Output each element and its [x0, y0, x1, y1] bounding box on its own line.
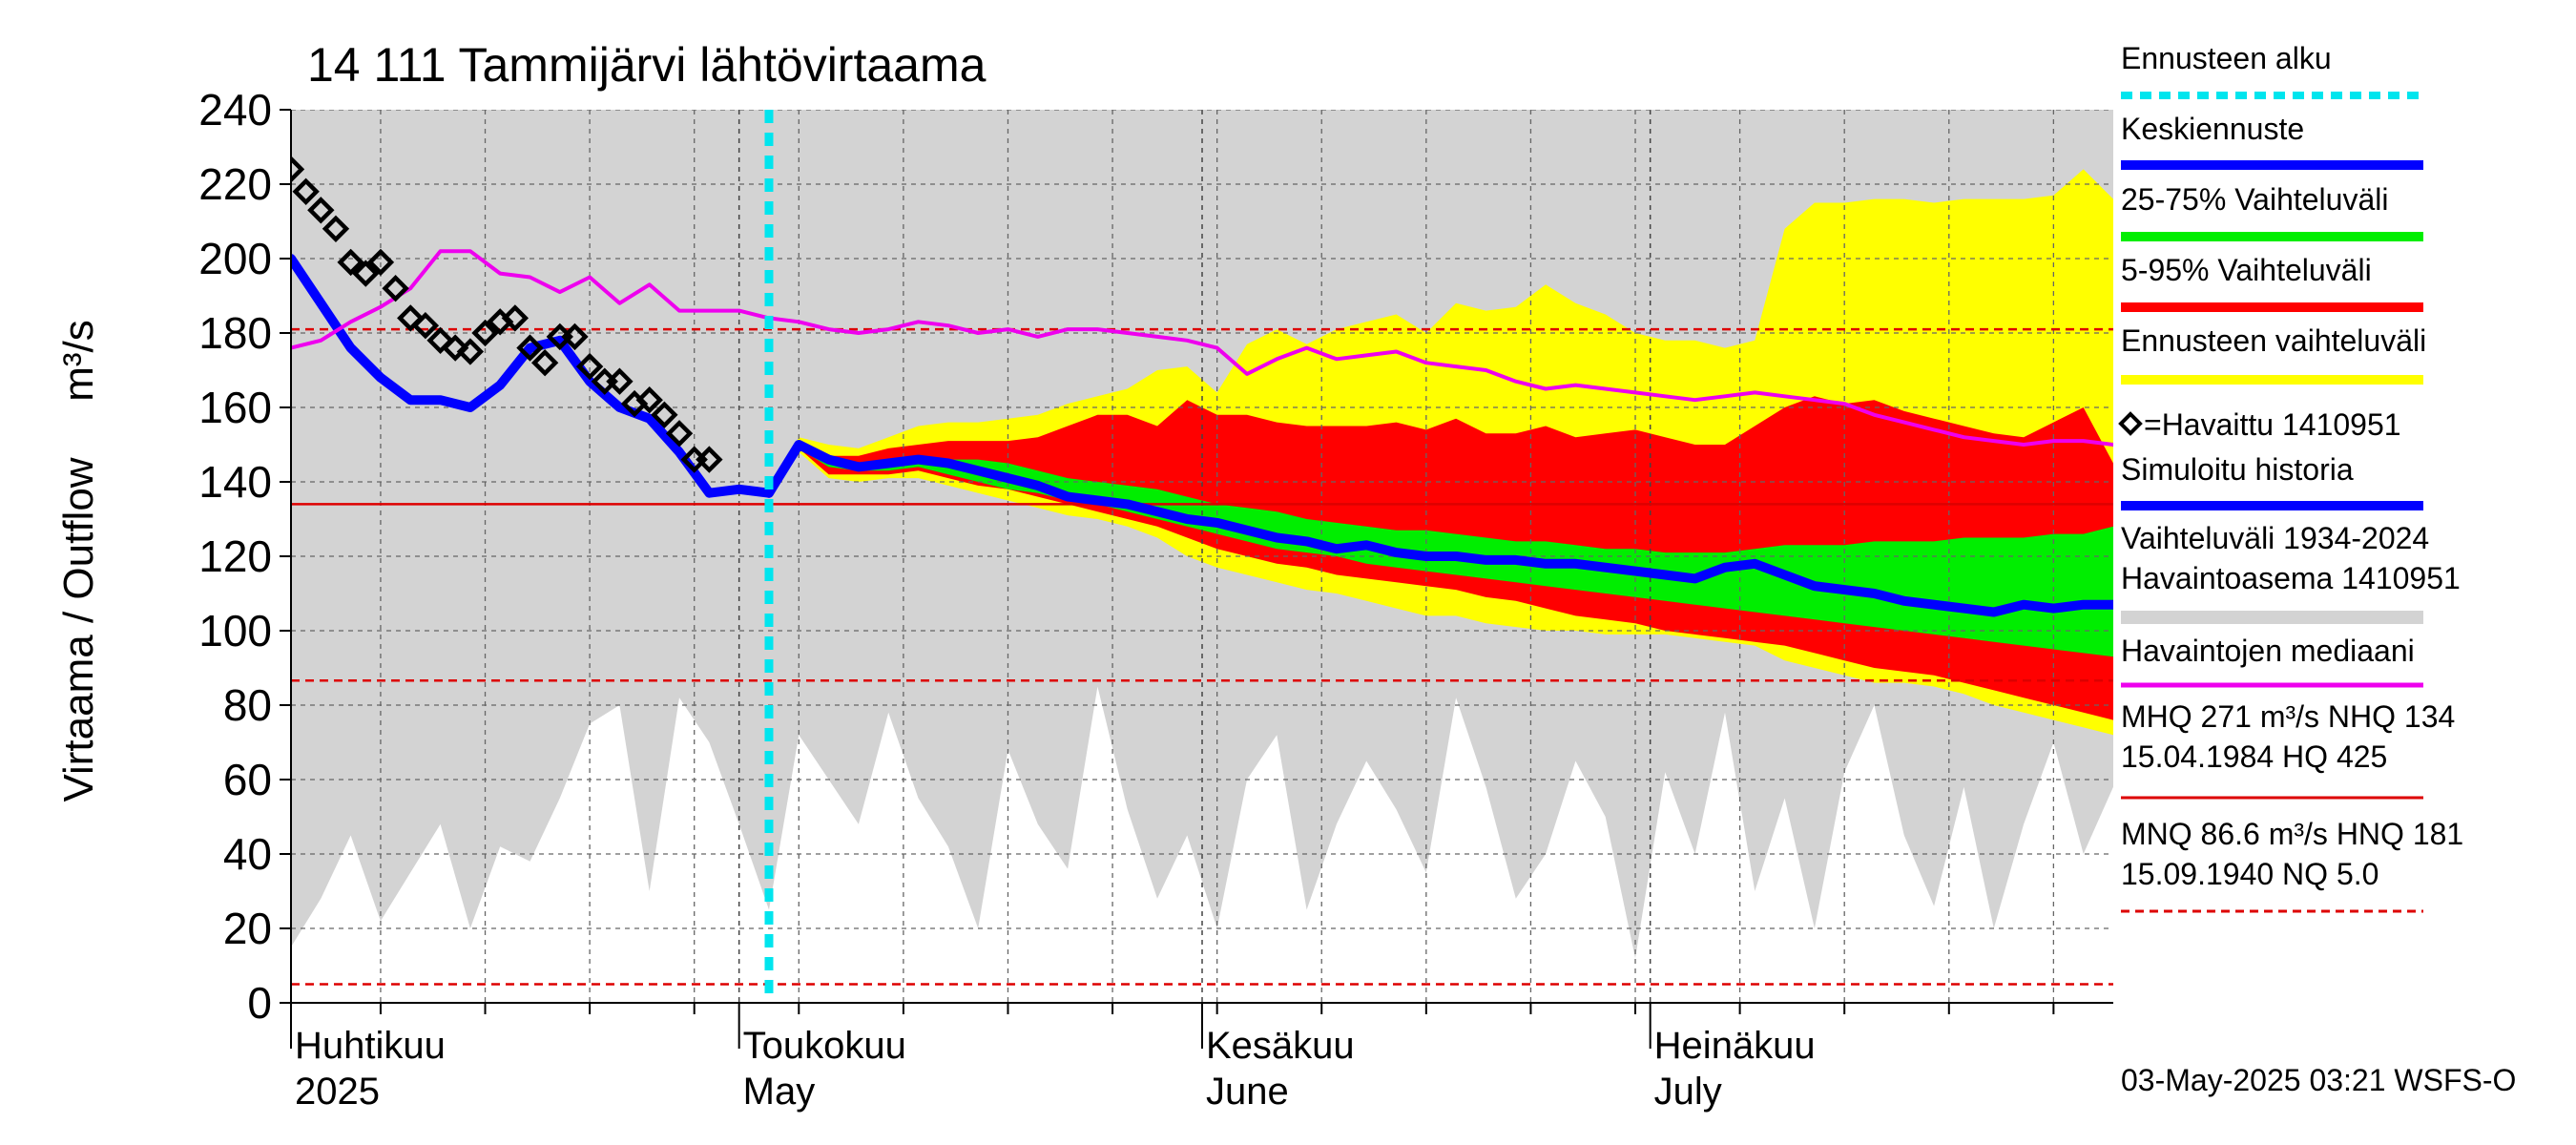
observed-point-15: [501, 304, 530, 332]
observed-point-12: [456, 338, 485, 365]
x-tick-sublabel-1: May: [743, 1071, 816, 1113]
y-axis-unit: m³/s: [55, 320, 102, 402]
y-tick-label-10: 200: [198, 234, 272, 283]
observed-point-2: [307, 197, 335, 224]
y-tick-label-12: 240: [198, 85, 272, 135]
legend-label-6: Simuloitu historia: [2121, 452, 2354, 487]
observed-point-3: [322, 215, 350, 242]
y-tick-label-0: 0: [247, 978, 272, 1028]
y-tick-label-5: 100: [198, 606, 272, 656]
observed-point-19: [561, 323, 589, 351]
legend-label2-7: Havaintoasema 1410951: [2121, 561, 2461, 595]
observed-point-9: [411, 312, 440, 340]
legend-label-4: Ennusteen vaihteluväli: [2121, 323, 2426, 358]
x-tick-label-0: Huhtikuu: [295, 1025, 446, 1067]
x-tick-label-1: Toukokuu: [743, 1025, 906, 1067]
legend-label-10: MNQ 86.6 m³/s HNQ 181: [2121, 817, 2463, 851]
observed-point-7: [382, 275, 409, 302]
legend-label-7: Vaihteluväli 1934-2024: [2121, 521, 2429, 555]
legend-label-2: 25-75% Vaihteluväli: [2121, 182, 2388, 217]
legend-label-3: 5-95% Vaihteluväli: [2121, 253, 2372, 287]
y-tick-label-3: 60: [223, 755, 272, 804]
y-tick-label-4: 80: [223, 680, 272, 730]
x-tick-sublabel-2: June: [1206, 1071, 1289, 1113]
y-tick-label-7: 140: [198, 457, 272, 507]
observed-point-26: [665, 420, 694, 448]
footer-timestamp: 03-May-2025 03:21 WSFS-O: [2121, 1063, 2516, 1097]
y-axis-label: Virtaama / Outflow: [55, 457, 102, 802]
legend-label-9: MHQ 271 m³/s NHQ 134: [2121, 699, 2455, 734]
observed-point-1: [292, 177, 320, 205]
legend-marker-observed: [2118, 411, 2143, 436]
observed-point-6: [366, 248, 395, 277]
legend-label-8: Havaintojen mediaani: [2121, 634, 2415, 668]
legend-label2-9: 15.04.1984 HQ 425: [2121, 739, 2387, 774]
y-tick-label-1: 20: [223, 904, 272, 953]
legend-label-1: Keskiennuste: [2121, 112, 2304, 146]
legend: Ennusteen alku Keskiennuste 25-75% Vaihtel…: [2118, 41, 2463, 913]
observed-point-0: [291, 156, 305, 183]
legend-label-5: =Havaittu 1410951: [2144, 407, 2401, 442]
legend-label-0: Ennusteen alku: [2121, 41, 2332, 75]
y-tick-label-8: 160: [198, 383, 272, 432]
x-tick-label-2: Kesäkuu: [1206, 1025, 1355, 1067]
observed-point-13: [471, 319, 499, 347]
y-tick-label-6: 120: [198, 531, 272, 581]
observed-point-10: [426, 326, 454, 354]
legend-label2-10: 15.09.1940 NQ 5.0: [2121, 857, 2379, 891]
x-tick-sublabel-0: 2025: [295, 1071, 380, 1113]
observed-point-8: [397, 304, 425, 332]
observed-point-11: [442, 334, 469, 362]
observed-point-25: [651, 401, 678, 428]
x-tick-label-3: Heinäkuu: [1654, 1025, 1816, 1067]
y-tick-label-9: 180: [198, 308, 272, 358]
series-line-2: [291, 249, 2113, 447]
observed-point-5: [352, 260, 380, 287]
grid: [291, 110, 2113, 1003]
observed-point-4: [337, 248, 364, 277]
y-tick-label-2: 40: [223, 829, 272, 879]
series-line-0: [764, 440, 2113, 617]
observed-point-20: [575, 352, 604, 381]
observed-point-17: [530, 349, 559, 377]
observed-point-16: [516, 334, 544, 362]
chart-title: 14 111 Tammijärvi lähtövirtaama: [307, 38, 987, 92]
axes: 0 20 40 60 80 100 120 140 160 180 200 220 240 Huhtiku…: [198, 85, 2113, 1113]
observed-point-22: [606, 367, 634, 395]
x-tick-sublabel-3: July: [1654, 1071, 1722, 1113]
y-tick-label-11: 220: [198, 159, 272, 209]
lines: [291, 110, 2113, 1003]
observed-point-28: [696, 446, 723, 473]
observed-point-24: [635, 386, 663, 414]
